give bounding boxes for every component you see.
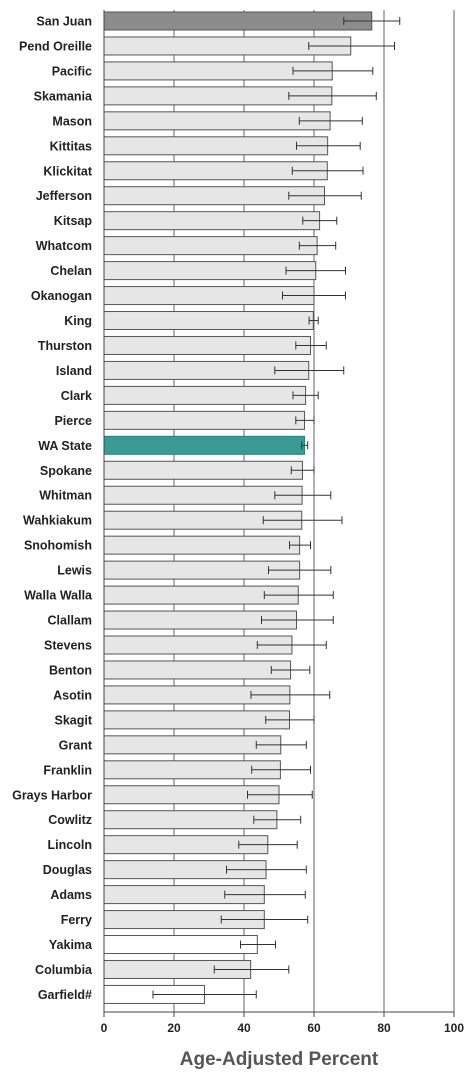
category-labels: San Juan Pend Oreille Pacific Skamania Mason… bbox=[12, 15, 93, 1002]
category-label: Cowlitz bbox=[48, 813, 92, 827]
category-label: Mason bbox=[52, 114, 92, 128]
category-label: Lewis bbox=[57, 564, 92, 578]
category-label: Island bbox=[56, 364, 92, 378]
bar bbox=[103, 485, 303, 505]
category-label: San Juan bbox=[36, 15, 92, 29]
bar bbox=[103, 660, 292, 680]
category-label: Klickitat bbox=[43, 164, 92, 178]
bar bbox=[103, 335, 311, 355]
bar bbox=[103, 136, 329, 156]
category-label: Yakima bbox=[49, 938, 93, 952]
category-label: Pacific bbox=[52, 64, 92, 78]
category-label: Pierce bbox=[54, 414, 92, 428]
category-label: Adams bbox=[50, 888, 92, 902]
category-label: Snohomish bbox=[24, 539, 92, 553]
bar bbox=[103, 111, 331, 131]
bar bbox=[103, 261, 317, 281]
x-axis-title: Age-Adjusted Percent bbox=[180, 1049, 379, 1070]
category-label: Pend Oreille bbox=[19, 39, 92, 53]
category-label: Clark bbox=[61, 389, 92, 403]
bar bbox=[103, 735, 282, 755]
category-label: Kitsap bbox=[54, 214, 93, 228]
category-label: Whatcom bbox=[36, 239, 92, 253]
x-tick-label: 100 bbox=[444, 1021, 464, 1035]
error-bars bbox=[152, 17, 401, 999]
category-label: Kittitas bbox=[50, 139, 92, 153]
category-label: Asotin bbox=[53, 688, 92, 702]
category-label: Garfield# bbox=[38, 988, 92, 1002]
category-label: Benton bbox=[49, 663, 92, 677]
category-label: Chelan bbox=[50, 264, 92, 278]
category-label: Spokane bbox=[40, 464, 92, 478]
category-label: King bbox=[64, 314, 92, 328]
bar bbox=[103, 11, 373, 31]
category-label: Ferry bbox=[61, 913, 92, 927]
category-label: Grays Harbor bbox=[12, 788, 92, 802]
category-label: WA State bbox=[38, 439, 92, 453]
x-axis: 0 20 40 60 80 100 bbox=[101, 10, 464, 1035]
x-tick-label: 0 bbox=[101, 1021, 108, 1035]
bar bbox=[103, 385, 307, 405]
category-label: Wahkiakum bbox=[23, 514, 92, 528]
x-tick-label: 60 bbox=[307, 1021, 321, 1035]
category-label: Grant bbox=[59, 738, 93, 752]
bar bbox=[103, 535, 301, 555]
bar bbox=[103, 460, 303, 480]
category-label: Whitman bbox=[39, 489, 92, 503]
x-tick-label: 40 bbox=[237, 1021, 251, 1035]
bar bbox=[103, 211, 321, 231]
category-label: Columbia bbox=[35, 963, 93, 977]
bar bbox=[103, 236, 318, 256]
category-label: Lincoln bbox=[48, 838, 92, 852]
category-label: Stevens bbox=[44, 639, 92, 653]
category-label: Thurston bbox=[38, 339, 92, 353]
category-label: Okanogan bbox=[31, 289, 92, 303]
category-label: Clallam bbox=[48, 614, 92, 628]
category-label: Skamania bbox=[34, 89, 93, 103]
bar bbox=[103, 410, 306, 430]
bar bbox=[103, 810, 278, 830]
category-label: Walla Walla bbox=[24, 589, 93, 603]
category-label: Douglas bbox=[43, 863, 92, 877]
bar bbox=[103, 435, 306, 455]
bar bbox=[103, 710, 290, 730]
category-label: Franklin bbox=[43, 763, 92, 777]
x-tick-label: 80 bbox=[377, 1021, 391, 1035]
category-label: Skagit bbox=[54, 713, 92, 727]
x-tick-label: 20 bbox=[167, 1021, 181, 1035]
category-label: Jefferson bbox=[36, 189, 92, 203]
bar bbox=[103, 935, 258, 955]
bar bbox=[103, 311, 314, 331]
bars bbox=[103, 11, 373, 1004]
